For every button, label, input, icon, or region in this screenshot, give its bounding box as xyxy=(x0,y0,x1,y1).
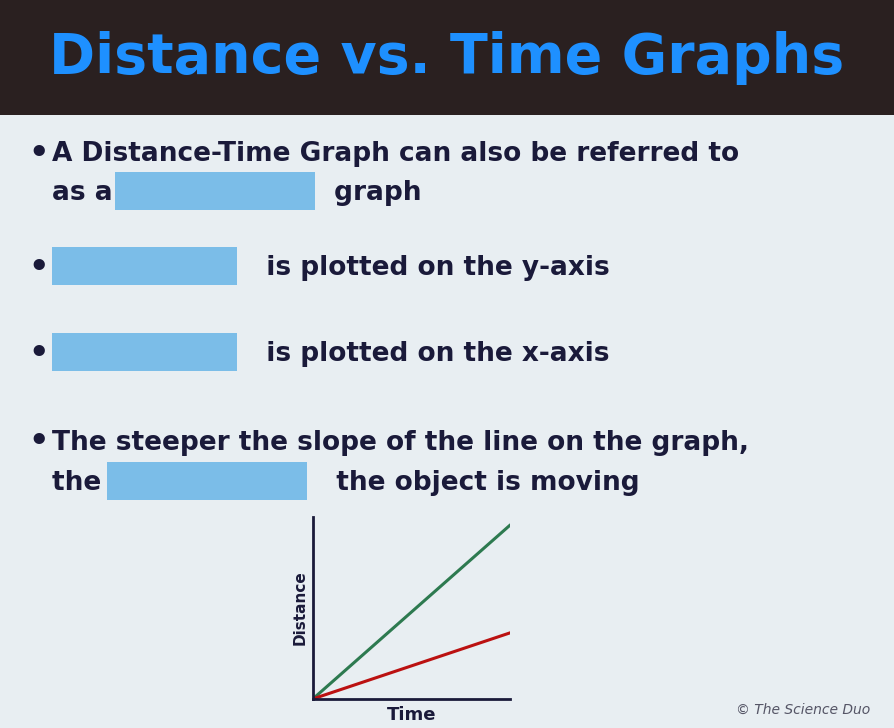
Text: •: • xyxy=(28,138,48,170)
Y-axis label: Distance: Distance xyxy=(292,571,308,645)
Bar xyxy=(115,172,315,210)
Bar xyxy=(107,462,307,500)
Text: © The Science Duo: © The Science Duo xyxy=(736,703,870,717)
Text: as a: as a xyxy=(52,180,122,206)
Bar xyxy=(52,247,237,285)
Text: the object is moving: the object is moving xyxy=(318,470,639,496)
Text: is plotted on the y-axis: is plotted on the y-axis xyxy=(248,255,610,281)
Text: The steeper the slope of the line on the graph,: The steeper the slope of the line on the… xyxy=(52,430,749,456)
Bar xyxy=(52,333,237,371)
X-axis label: Time: Time xyxy=(386,706,436,724)
Text: graph: graph xyxy=(325,180,421,206)
Bar xyxy=(0,0,894,115)
Text: •: • xyxy=(28,339,48,370)
Text: •: • xyxy=(28,427,48,459)
Text: Distance vs. Time Graphs: Distance vs. Time Graphs xyxy=(49,31,845,85)
Text: A Distance-Time Graph can also be referred to: A Distance-Time Graph can also be referr… xyxy=(52,141,739,167)
Text: •: • xyxy=(28,253,48,283)
Text: is plotted on the x-axis: is plotted on the x-axis xyxy=(248,341,610,367)
Text: the: the xyxy=(52,470,110,496)
